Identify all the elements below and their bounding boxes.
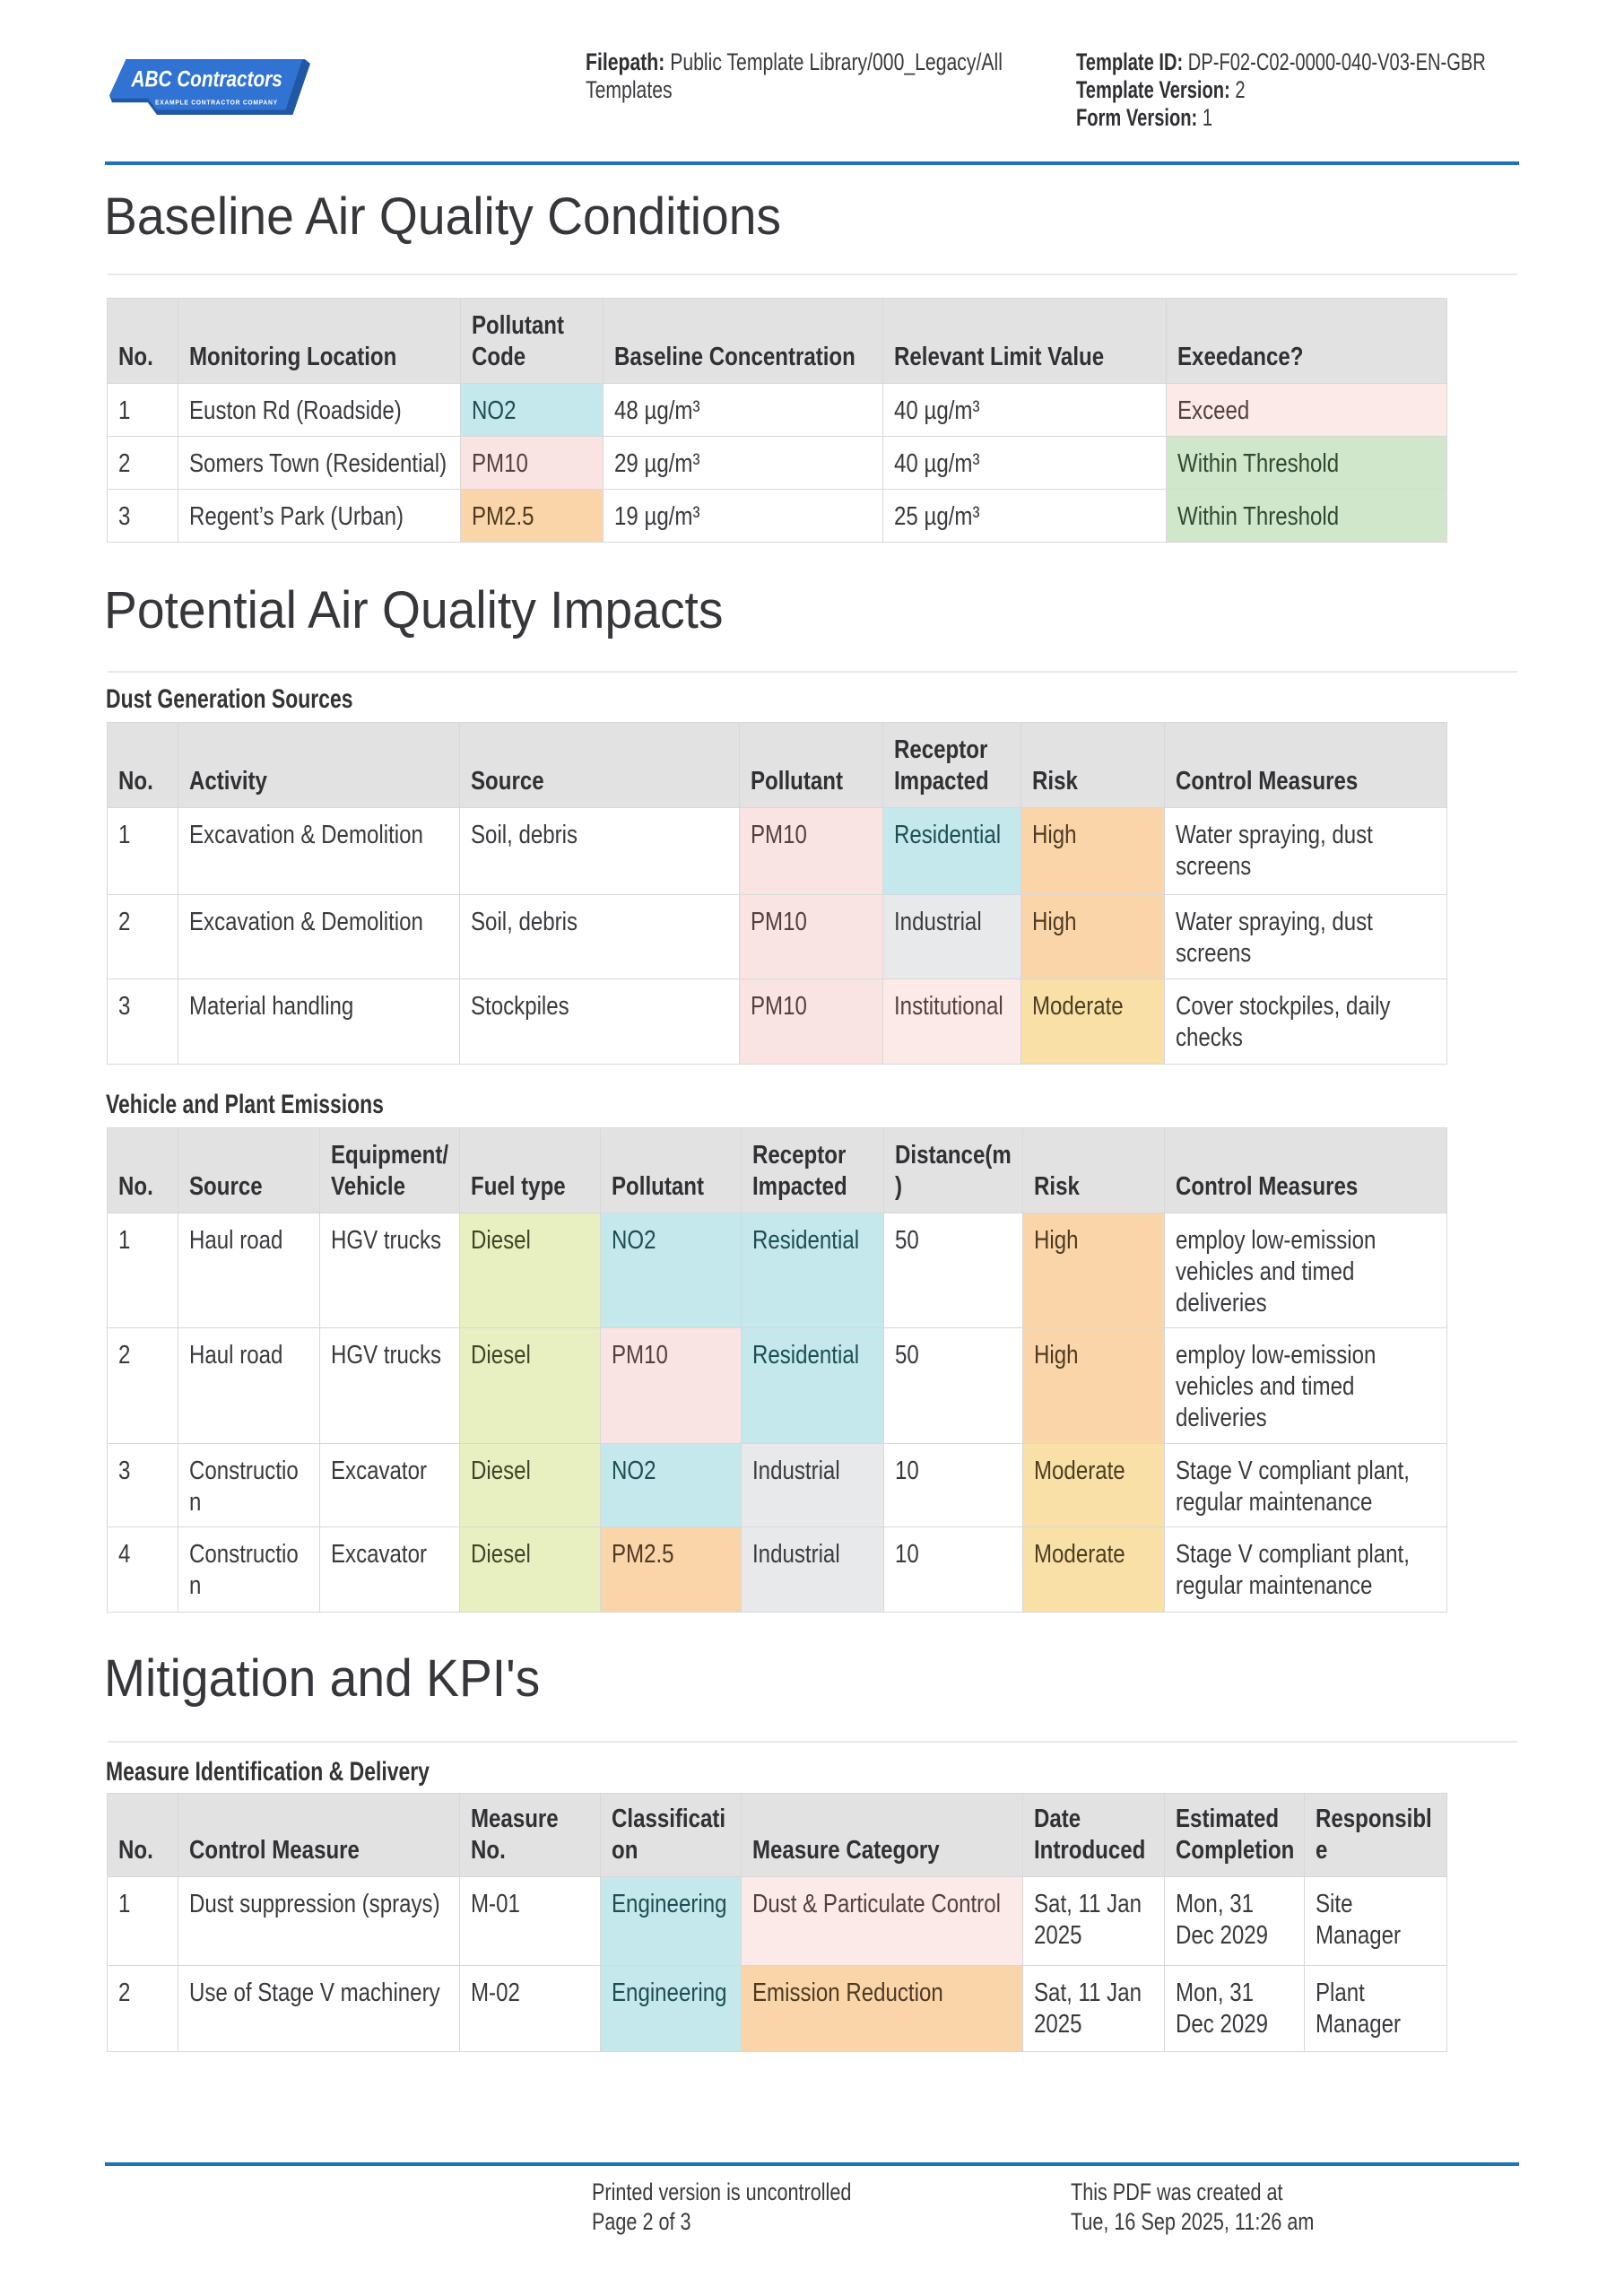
svg-text:ABC Contractors: ABC Contractors bbox=[131, 66, 282, 91]
svg-text:EXAMPLE CONTRACTOR COMPANY: EXAMPLE CONTRACTOR COMPANY bbox=[155, 99, 278, 106]
